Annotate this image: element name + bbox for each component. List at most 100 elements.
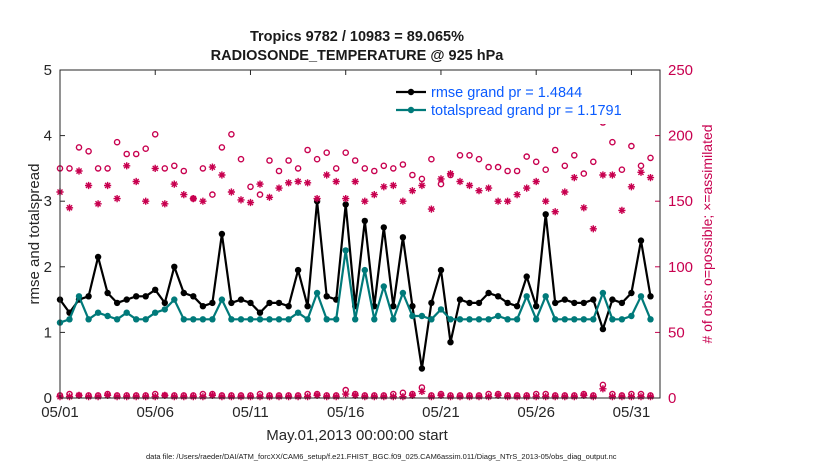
data-point (609, 316, 616, 323)
assimilated-obs-point (323, 171, 331, 179)
y2-tick-label: 100 (668, 259, 693, 276)
data-point (418, 365, 426, 372)
assimilated-obs-point (399, 197, 407, 205)
assimilated-obs-point (589, 393, 597, 401)
possible-obs-point (370, 167, 378, 175)
assimilated-obs-point (227, 188, 235, 196)
possible-obs-point (342, 149, 350, 156)
possible-obs-point (418, 175, 426, 183)
assimilated-obs-point (456, 177, 464, 186)
possible-obs-point (351, 157, 359, 164)
assimilated-obs-point (523, 184, 531, 192)
series-rmse (56, 198, 654, 372)
assimilated-obs-point (618, 393, 626, 401)
assimilated-obs-point (65, 204, 74, 212)
y-tick-label: 1 (44, 324, 52, 341)
possible-obs-point (256, 191, 264, 198)
assimilated-obs-point (475, 393, 483, 401)
possible-obs-point (580, 170, 588, 177)
possible-obs-point (428, 155, 435, 163)
assimilated-obs-point (151, 393, 159, 401)
data-point (152, 309, 159, 316)
x-tick-label: 05/01 (41, 404, 79, 421)
assimilated-obs-point (285, 393, 293, 401)
possible-obs-point (209, 191, 216, 198)
possible-obs-point (266, 157, 273, 164)
assimilated-obs-point (304, 393, 312, 401)
y2-axis-label: # of obs: o=possible; ×=assimilated (699, 124, 715, 343)
assimilated-obs-point (75, 391, 83, 399)
chart-subtitle: RADIOSONDE_TEMPERATURE @ 925 hPa (211, 48, 505, 64)
assimilated-obs-point (94, 200, 102, 208)
assimilated-obs-point (265, 393, 274, 401)
data-point (304, 316, 311, 323)
possible-obs-point (361, 165, 369, 172)
data-point (152, 286, 159, 293)
data-point (637, 293, 645, 300)
data-point (590, 296, 597, 303)
possible-obs-point (542, 166, 550, 173)
assimilated-obs-point (123, 393, 131, 401)
assimilated-obs-point (94, 393, 102, 401)
data-point (618, 299, 626, 307)
data-point (247, 316, 254, 323)
assimilated-obs-point (418, 387, 426, 395)
assimilated-obs-point (132, 393, 140, 401)
possible-obs-point (494, 163, 502, 171)
possible-obs-point (332, 165, 340, 172)
x-tick-label: 05/26 (517, 404, 555, 421)
assimilated-obs-point (504, 393, 512, 401)
assimilated-obs-point (599, 171, 607, 179)
assimilated-obs-point (646, 393, 655, 401)
assimilated-obs-point (370, 191, 378, 199)
series-assimilated (56, 162, 655, 233)
possible-obs-point (551, 146, 559, 154)
data-point (285, 303, 292, 310)
data-point (561, 316, 568, 323)
assimilated-obs-point (180, 393, 188, 401)
data-point (552, 299, 559, 307)
data-point (561, 296, 568, 303)
data-point (275, 299, 283, 307)
data-point (180, 289, 187, 297)
plot-background (60, 70, 660, 398)
data-point (504, 316, 511, 323)
assimilated-obs-point (637, 393, 645, 401)
assimilated-obs-point (608, 393, 616, 401)
data-point (437, 306, 445, 313)
assimilated-obs-point (323, 393, 331, 401)
assimilated-obs-point (494, 391, 502, 399)
possible-obs-point (285, 157, 292, 164)
data-point (609, 296, 616, 303)
assimilated-obs-point (237, 393, 245, 401)
data-point (647, 316, 654, 323)
assimilated-obs-point (551, 208, 559, 216)
assimilated-obs-point (332, 177, 340, 186)
assimilated-obs-point (485, 393, 493, 401)
data-point (380, 283, 387, 290)
assimilated-obs-point (513, 191, 521, 199)
assimilated-obs-point (475, 187, 483, 195)
assimilated-obs-point (465, 393, 474, 401)
assimilated-obs-point (427, 393, 435, 401)
possible-obs-point (161, 165, 169, 172)
possible-obs-point (113, 138, 121, 146)
data-point (552, 316, 559, 323)
possible-obs-point (532, 158, 540, 166)
data-point (218, 296, 226, 303)
data-point (247, 299, 254, 307)
plot-frame (59, 69, 661, 399)
possible-obs-point (132, 150, 140, 158)
data-point (580, 299, 587, 307)
data-point (542, 211, 549, 218)
data-point (409, 303, 416, 310)
assimilated-obs-point (418, 181, 426, 190)
chart-title: Tropics 9782 / 10983 = 89.065% (250, 29, 464, 45)
data-point (75, 293, 83, 300)
possible-obs-point (389, 165, 397, 172)
assimilated-obs-point (561, 188, 569, 196)
data-point (266, 316, 273, 323)
assimilated-obs-point (275, 393, 283, 401)
data-point (171, 263, 178, 270)
assimilated-obs-point (208, 163, 216, 171)
